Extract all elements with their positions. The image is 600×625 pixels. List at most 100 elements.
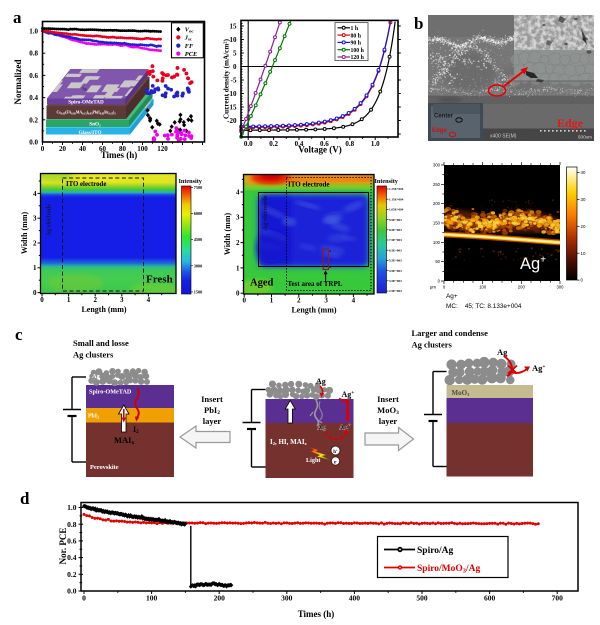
svg-text:40: 40: [581, 170, 586, 175]
svg-text:PbI2: PbI2: [88, 414, 99, 420]
svg-text:1.0: 1.0: [29, 28, 38, 36]
svg-text:Ag+: Ag+: [339, 423, 351, 432]
svg-text:Width (mm): Width (mm): [223, 213, 232, 256]
svg-text:Aged: Aged: [250, 278, 273, 289]
svg-text:PbI2: PbI2: [204, 405, 220, 416]
svg-text:300: 300: [281, 594, 293, 603]
svg-text:MoO3: MoO3: [377, 405, 399, 416]
svg-text:Insert: Insert: [377, 394, 399, 404]
svg-text:0.8: 0.8: [67, 520, 77, 529]
svg-text:-20: -20: [227, 117, 237, 125]
svg-text:0: 0: [41, 145, 45, 153]
svg-text:MoO3: MoO3: [452, 389, 471, 397]
svg-text:Ag: Ag: [317, 423, 326, 432]
svg-text:Times (h): Times (h): [101, 150, 138, 160]
svg-text:Voc: Voc: [185, 27, 194, 34]
svg-text:Ag+: Ag+: [532, 363, 546, 373]
svg-text:1: 1: [236, 264, 240, 272]
svg-text:80 h: 80 h: [351, 33, 362, 39]
svg-text:Length (mm): Length (mm): [291, 306, 336, 315]
svg-text:x400 SE(M): x400 SE(M): [490, 134, 517, 140]
svg-text:Ag: Ag: [316, 377, 326, 386]
svg-text:4: 4: [33, 190, 37, 198]
svg-text:0.2: 0.2: [67, 570, 77, 579]
svg-text:0.6: 0.6: [29, 72, 38, 80]
svg-text:120 h: 120 h: [351, 55, 365, 61]
svg-text:0.4: 0.4: [29, 94, 38, 102]
svg-text:0: 0: [40, 296, 44, 304]
svg-text:Normalized: Normalized: [13, 60, 23, 105]
svg-text:b: b: [330, 265, 332, 269]
svg-text:2.5E+003: 2.5E+003: [389, 289, 402, 293]
svg-text:3: 3: [236, 214, 240, 222]
svg-text:PCE: PCE: [185, 51, 197, 58]
svg-text:Times (h): Times (h): [298, 609, 335, 619]
svg-text:400: 400: [349, 594, 361, 603]
svg-text:ITO electrode: ITO electrode: [66, 181, 106, 188]
svg-text:Ag clusters: Ag clusters: [412, 340, 453, 350]
svg-text:Nor. PCE: Nor. PCE: [58, 528, 68, 565]
svg-text:30: 30: [581, 197, 586, 202]
svg-text:15: 15: [230, 22, 238, 30]
svg-text:60: 60: [99, 145, 107, 153]
svg-text:Glass/ITO: Glass/ITO: [79, 130, 102, 136]
svg-text:layer: layer: [379, 416, 398, 426]
svg-text:80: 80: [119, 145, 127, 153]
svg-text:100: 100: [433, 240, 441, 245]
svg-text:50: 50: [435, 259, 440, 264]
svg-text:Intensity: Intensity: [179, 178, 203, 185]
svg-text:100: 100: [479, 285, 487, 290]
svg-text:1: 1: [67, 296, 71, 304]
svg-text:Fresh: Fresh: [146, 274, 173, 286]
svg-text:0: 0: [438, 279, 441, 284]
svg-text:0: 0: [233, 63, 237, 71]
svg-text:Ag electrode: Ag electrode: [47, 204, 53, 236]
svg-text:1.0: 1.0: [371, 140, 380, 148]
svg-text:d: d: [20, 489, 30, 508]
svg-text:6.5E+003: 6.5E+003: [389, 248, 402, 252]
svg-text:a: a: [13, 8, 22, 27]
svg-text:100 h: 100 h: [351, 48, 365, 54]
svg-text:-15: -15: [227, 103, 237, 111]
svg-text:10: 10: [581, 251, 586, 256]
svg-text:6000: 6000: [194, 211, 202, 216]
svg-text:7500: 7500: [194, 185, 202, 190]
svg-text:e-: e-: [334, 459, 337, 466]
svg-text:Spiro/MoO3/Ag: Spiro/MoO3/Ag: [417, 564, 481, 575]
svg-text:250: 250: [433, 182, 441, 187]
svg-text:500um: 500um: [578, 135, 592, 140]
svg-text:5.5E+003: 5.5E+003: [389, 259, 402, 263]
svg-text:0: 0: [82, 594, 86, 603]
svg-text:Test area of TRPL: Test area of TRPL: [288, 280, 343, 288]
svg-text:0.4: 0.4: [295, 140, 304, 148]
svg-text:Small and losse: Small and losse: [73, 338, 129, 348]
svg-text:1: 1: [270, 297, 274, 305]
svg-text:c: c: [15, 325, 23, 344]
svg-text:0: 0: [242, 297, 246, 305]
svg-text:2: 2: [297, 297, 301, 305]
svg-text:Larger and condense: Larger and condense: [412, 328, 489, 338]
svg-text:0.6: 0.6: [67, 537, 77, 546]
svg-text:3: 3: [120, 296, 124, 304]
svg-text:9.5E+003: 9.5E+003: [389, 218, 402, 222]
svg-text:Spiro/Ag: Spiro/Ag: [417, 546, 454, 556]
svg-text:300: 300: [433, 163, 441, 168]
svg-text:0.0: 0.0: [67, 587, 77, 596]
svg-text:SnO2: SnO2: [89, 122, 101, 128]
svg-text:-10: -10: [227, 90, 237, 98]
svg-text:40: 40: [79, 145, 87, 153]
svg-text:Current density (mA/cm2): Current density (mA/cm2): [222, 38, 230, 119]
svg-text:-5: -5: [231, 76, 237, 84]
svg-text:I2, HI, MAIx: I2, HI, MAIx: [270, 438, 308, 446]
svg-text:150: 150: [433, 221, 441, 226]
svg-text:4500: 4500: [194, 237, 202, 242]
svg-text:Ag: Ag: [92, 373, 101, 380]
svg-text:Edge: Edge: [432, 128, 447, 134]
svg-text:700: 700: [552, 594, 564, 603]
svg-text:I2: I2: [133, 425, 139, 435]
svg-text:0: 0: [33, 289, 37, 297]
svg-text:b: b: [414, 14, 423, 33]
svg-text:1 h: 1 h: [351, 26, 359, 32]
svg-text:Ag+: Ag+: [446, 293, 458, 300]
svg-text:4: 4: [236, 188, 240, 196]
